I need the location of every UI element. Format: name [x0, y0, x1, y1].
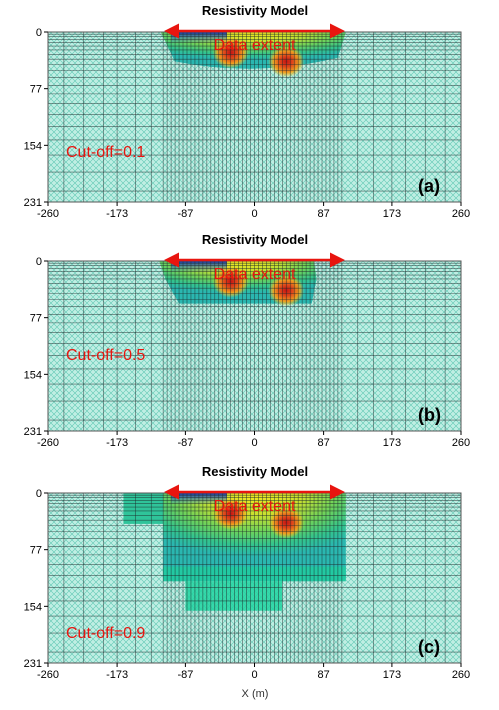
y-tick-label: 77: [30, 545, 42, 557]
chart-panel-1: -260 -173 -87 0 87 173 260 0 77 154 231 Resistivity…: [24, 3, 471, 220]
x-tick-label: -260: [37, 669, 59, 681]
vertical-gridlines: [47, 32, 462, 202]
model-region-left-block: [123, 493, 164, 524]
x-tick-label: 260: [452, 208, 470, 220]
x-tick-label: 173: [383, 669, 401, 681]
y-tick-label: 154: [24, 369, 42, 381]
x-tick-label: -260: [37, 437, 59, 449]
x-tick-label: -87: [177, 208, 193, 220]
x-tick-label: -87: [177, 669, 193, 681]
data-extent-label: Data extent: [214, 498, 296, 515]
x-tick-label: -173: [106, 669, 128, 681]
y-tick-label: 0: [36, 27, 42, 39]
cutoff-label: Cut-off=0.9: [66, 625, 145, 642]
x-tick-label: 87: [317, 208, 329, 220]
data-extent-label: Data extent: [214, 266, 296, 283]
y-tick-label: 154: [24, 140, 42, 152]
cutoff-label: Cut-off=0.5: [66, 347, 145, 364]
x-tick-label: 0: [251, 208, 257, 220]
x-tick-label: 87: [317, 669, 329, 681]
chart-title: Resistivity Model: [202, 232, 308, 247]
chart-title: Resistivity Model: [202, 464, 308, 479]
horizontal-gridlines: [48, 31, 461, 192]
y-tick-label: 0: [36, 488, 42, 500]
x-tick-label: 173: [383, 208, 401, 220]
cutoff-label: Cut-off=0.1: [66, 144, 145, 161]
y-tick-label: 0: [36, 256, 42, 268]
y-tick-label: 77: [30, 313, 42, 325]
x-tick-label: -173: [106, 437, 128, 449]
x-tick-label: 0: [251, 669, 257, 681]
y-tick-label: 231: [24, 426, 42, 438]
chart-panel-2: -260 -173 -87 0 87 173 260 0 77 154 231 Resistivity…: [24, 232, 471, 449]
x-tick-label: 173: [383, 437, 401, 449]
vertical-gridlines: [47, 493, 462, 663]
y-tick-label: 231: [24, 658, 42, 670]
chart-panel-3: -260 -173 -87 0 87 173 260 0 77 154 231 Resistivity…: [24, 464, 471, 700]
horizontal-gridlines: [48, 492, 461, 653]
x-tick-label: 87: [317, 437, 329, 449]
data-extent-label: Data extent: [214, 37, 296, 54]
x-tick-label: 0: [251, 437, 257, 449]
y-tick-label: 77: [30, 84, 42, 96]
vertical-gridlines: [47, 261, 462, 431]
panel-label: (c): [418, 637, 440, 657]
horizontal-gridlines: [48, 260, 461, 421]
x-tick-label: -173: [106, 208, 128, 220]
x-tick-label: -260: [37, 208, 59, 220]
x-tick-label: -87: [177, 437, 193, 449]
x-tick-label: 260: [452, 437, 470, 449]
y-tick-label: 154: [24, 601, 42, 613]
panel-label: (a): [418, 176, 440, 196]
y-tick-label: 231: [24, 197, 42, 209]
chart-title: Resistivity Model: [202, 3, 308, 18]
model-region-deep: [185, 581, 283, 611]
x-tick-label: 260: [452, 669, 470, 681]
x-axis-label: X (m): [242, 688, 269, 700]
panel-label: (b): [418, 405, 441, 425]
